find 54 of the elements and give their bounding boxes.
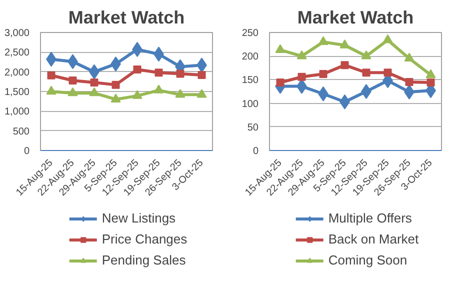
- legend-label: Back on Market: [328, 232, 419, 246]
- y-tick-label: 0: [24, 146, 30, 157]
- chart-title: Market Watch: [297, 8, 414, 28]
- point: [154, 68, 163, 77]
- y-tick-label: 2,500: [4, 48, 30, 59]
- point: [361, 84, 372, 99]
- y-tick-label: 50: [247, 122, 259, 134]
- point: [68, 87, 78, 96]
- y-tick-label: 3,000: [4, 28, 30, 39]
- y-tick-label: 1,000: [4, 106, 30, 118]
- point: [132, 90, 142, 99]
- legend-label: Multiple Offers: [328, 210, 412, 226]
- y-tick-label: 250: [242, 28, 259, 39]
- point: [112, 80, 120, 89]
- point: [340, 61, 349, 70]
- legend-label: Coming Soon: [328, 252, 408, 268]
- point: [110, 94, 121, 102]
- legend-label: Pending Sales: [102, 252, 186, 268]
- y-tick-label: 0: [252, 146, 259, 157]
- point: [47, 71, 56, 80]
- point: [275, 44, 286, 54]
- legend-label: New Listings: [102, 210, 176, 226]
- y-tick-label: 2,000: [4, 67, 30, 78]
- point: [340, 40, 350, 48]
- point: [154, 84, 164, 94]
- y-tick-label: 500: [12, 126, 30, 138]
- point: [46, 86, 56, 95]
- chart-title: Market Watch: [68, 8, 185, 28]
- point: [196, 88, 207, 98]
- point: [298, 72, 306, 81]
- point: [405, 78, 414, 86]
- y-tick-label: 1,500: [4, 87, 30, 98]
- point: [68, 76, 77, 84]
- y-tick-label: 150: [242, 75, 259, 86]
- point: [384, 68, 392, 77]
- y-tick-label: 100: [242, 98, 259, 110]
- point: [404, 52, 414, 62]
- point: [276, 78, 284, 87]
- legend-label: Price Changes: [102, 232, 188, 246]
- point: [319, 70, 328, 78]
- point: [133, 65, 142, 74]
- point: [318, 36, 328, 46]
- y-tick-label: 200: [242, 52, 259, 63]
- point: [175, 88, 186, 98]
- point: [296, 50, 307, 60]
- point: [198, 70, 206, 79]
- point: [176, 70, 184, 78]
- point: [89, 87, 100, 96]
- point: [90, 78, 98, 86]
- point: [361, 50, 372, 60]
- point: [426, 69, 436, 78]
- point: [362, 68, 370, 77]
- point: [382, 34, 393, 44]
- point: [426, 78, 435, 87]
